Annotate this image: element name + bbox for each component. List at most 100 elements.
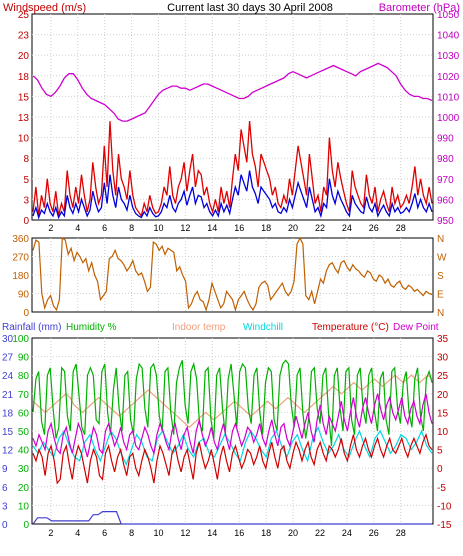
humidity-tick-label: 10 (18, 501, 30, 512)
windspeed-line (32, 121, 433, 218)
x-tick-label-day: 12 (180, 528, 190, 538)
temperature-tick-label: 35 (437, 334, 449, 345)
x-tick-label-day: 16 (234, 528, 244, 538)
barometer-tick-label: 960 (437, 195, 454, 206)
x-tick-label-day: 16 (234, 223, 244, 233)
x-tick-label-day: 8 (129, 528, 134, 538)
direction-tick-label: 180 (12, 271, 29, 282)
barometer-line (32, 62, 433, 122)
x-tick-label-day: 22 (315, 223, 325, 233)
humidity-tick-label: 70 (18, 390, 30, 401)
windspeed-tick-label: 15 (18, 92, 30, 103)
windspeed-tick-label: 20 (18, 51, 30, 62)
compass-tick-label: N (437, 308, 444, 319)
x-tick-label-day: 4 (75, 223, 80, 233)
humidity-tick-label: 0 (23, 520, 29, 531)
chart-title: Current last 30 days 30 April 2008 (167, 2, 333, 14)
compass-tick-label: S (437, 271, 444, 282)
humidity-tick-label: 80 (18, 371, 30, 382)
temperature-line (32, 432, 433, 485)
humidity-tick-label: 20 (18, 483, 30, 494)
barometer-tick-label: 1050 (437, 10, 460, 21)
barometer-tick-label: 1010 (437, 92, 460, 103)
legend-rainfall: Rainfall (mm) (2, 322, 61, 333)
x-tick-label-day: 14 (207, 528, 217, 538)
windspeed-axis: 0 3 5 8 10 13 15 18 20 23 25 (18, 10, 30, 227)
legend-windchill: Windchill (243, 322, 283, 333)
barometer-tick-label: 950 (437, 216, 454, 227)
barometer-tick-label: 1000 (437, 113, 460, 124)
x-tick-label-day: 4 (75, 528, 80, 538)
compass-tick-label: W (437, 253, 447, 264)
barometer-tick-label: 1040 (437, 31, 460, 42)
rainfall-tick-label: 21 (2, 390, 14, 401)
direction-tick-label: 270 (12, 253, 29, 264)
temperature-tick-label: 30 (437, 353, 449, 364)
barometer-tick-label: 1020 (437, 72, 460, 83)
windspeed-tick-label: 10 (18, 134, 30, 145)
barometer-header-label: Barometer (hPa) (379, 2, 460, 14)
wind-direction-line (32, 236, 433, 313)
humidity-tick-label: 50 (18, 427, 30, 438)
x-tick-label-day: 24 (342, 223, 352, 233)
windspeed-tick-label: 0 (23, 216, 29, 227)
x-tick-label-day: 22 (315, 528, 325, 538)
windspeed-tick-label: 3 (23, 195, 29, 206)
x-tick-label-day: 2 (48, 223, 53, 233)
legend-indoor-temp: Indoor temp (172, 322, 226, 333)
windspeed-tick-label: 13 (18, 113, 30, 124)
x-tick-label-day: 26 (369, 528, 379, 538)
x-tick-label-day: 2 (48, 528, 53, 538)
x-tick-label-day: 28 (396, 223, 406, 233)
wind-barometer-series (32, 62, 433, 220)
rainfall-line (32, 511, 432, 525)
temperature-tick-label: 25 (437, 371, 449, 382)
humidity-line (32, 359, 433, 446)
barometer-tick-label: 980 (437, 154, 454, 165)
wind-direction-series (32, 236, 433, 313)
rainfall-tick-label: 30 (2, 334, 14, 345)
temperature-x-axis: 2 4 6 8 10 12 14 16 18 20 22 24 26 28 (48, 528, 405, 538)
humidity-tick-label: 30 (18, 464, 30, 475)
x-tick-label-day: 18 (261, 528, 271, 538)
x-tick-label-day: 6 (102, 223, 107, 233)
direction-tick-label: 360 (12, 234, 29, 245)
humidity-tick-label: 100 (12, 334, 29, 345)
x-tick-label-day: 26 (369, 223, 379, 233)
compass-tick-label: E (437, 290, 444, 301)
x-tick-label-day: 18 (261, 223, 271, 233)
rainfall-tick-label: 3 (2, 501, 8, 512)
barometer-tick-label: 1030 (437, 51, 460, 62)
x-tick-label-day: 20 (288, 528, 298, 538)
humidity-axis: 0 10 20 30 40 50 60 70 80 90 100 (12, 334, 29, 531)
wind-direction-grid (32, 238, 433, 312)
temperature-tick-label: -15 (437, 520, 452, 531)
x-tick-label-day: 28 (396, 528, 406, 538)
legend-temperature: Temperature (°C) (312, 322, 389, 333)
indoor-temp-line (32, 374, 433, 429)
temperature-tick-label: -10 (437, 501, 452, 512)
temperature-axis: -15 -10 -5 0 5 10 15 20 25 30 35 (437, 334, 452, 531)
x-tick-label-day: 10 (153, 528, 163, 538)
rainfall-tick-label: 24 (2, 371, 14, 382)
x-tick-label-day: 20 (288, 223, 298, 233)
legend-dew-point: Dew Point (393, 322, 439, 333)
x-tick-label-day: 14 (207, 223, 217, 233)
barometer-axis: 950 960 970 980 990 1000 1010 1020 1030 1040 1050 (437, 10, 460, 227)
barometer-tick-label: 970 (437, 175, 454, 186)
wind-barometer-grid (32, 14, 433, 220)
wind-barometer-x-axis: 2 4 6 8 10 12 14 16 18 20 22 24 26 28 (48, 223, 405, 233)
humidity-tick-label: 40 (18, 446, 30, 457)
dew-point-line (32, 393, 433, 458)
direction-tick-label: 90 (18, 290, 30, 301)
rainfall-tick-label: 15 (2, 427, 14, 438)
legend-humidity: Humidity % (66, 322, 117, 333)
rainfall-tick-label: 27 (2, 353, 14, 364)
rainfall-tick-label: 0 (2, 520, 8, 531)
windspeed-tick-label: 23 (18, 31, 30, 42)
temperature-series (32, 359, 433, 525)
